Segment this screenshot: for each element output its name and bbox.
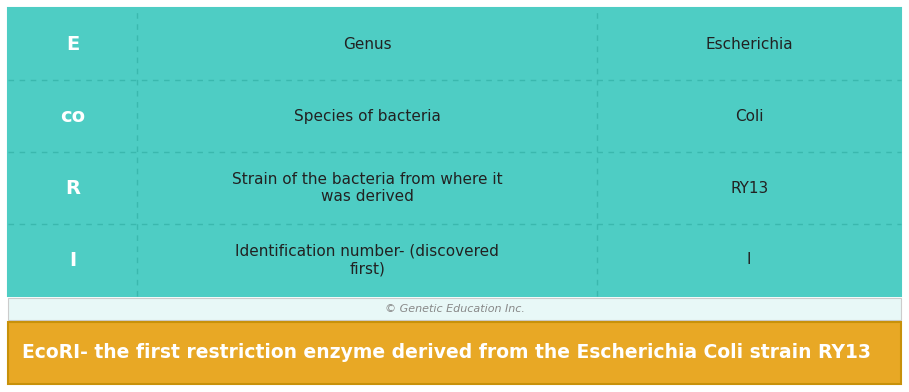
Text: I: I [747,252,752,267]
Bar [8,298,901,320]
Text: Strain of the bacteria from where it
was derived: Strain of the bacteria from where it was… [232,172,503,204]
Text: co: co [60,107,85,125]
Text: RY13: RY13 [730,180,768,196]
Text: R: R [65,178,80,198]
Bar [8,322,901,384]
Text: Coli: Coli [735,109,764,123]
Text: Species of bacteria: Species of bacteria [294,109,441,123]
Text: E: E [66,34,79,53]
Text: Genus: Genus [343,36,392,51]
Bar [8,8,901,296]
Text: EcoRI- the first restriction enzyme derived from the Escherichia Coli strain RY1: EcoRI- the first restriction enzyme deri… [22,343,871,363]
Text: Escherichia: Escherichia [705,36,793,51]
Text: Identification number- (discovered
first): Identification number- (discovered first… [235,244,499,276]
Text: I: I [69,250,76,270]
Text: © Genetic Education Inc.: © Genetic Education Inc. [385,304,524,314]
